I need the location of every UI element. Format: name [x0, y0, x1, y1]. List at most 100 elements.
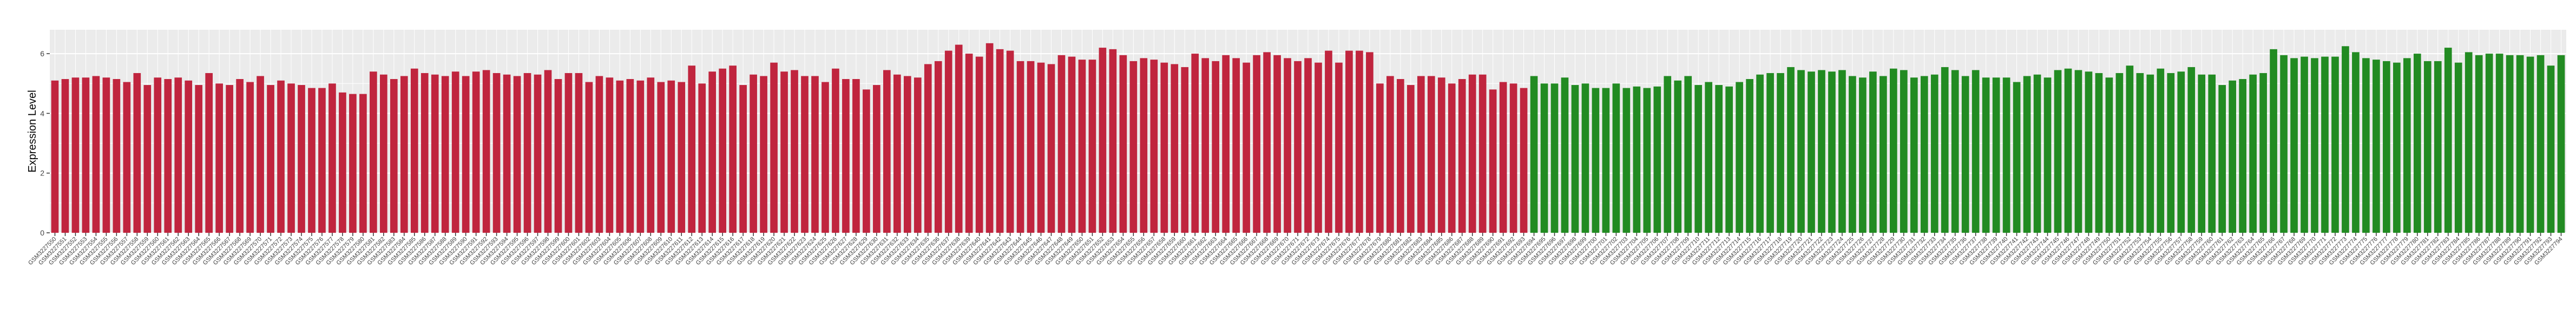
bar	[1396, 78, 1404, 233]
bar	[1119, 55, 1127, 233]
bar	[503, 74, 511, 233]
bar	[606, 77, 614, 233]
bar	[2526, 56, 2534, 233]
bar	[51, 80, 59, 233]
bar	[667, 80, 675, 233]
bar	[2043, 77, 2052, 233]
bar	[811, 76, 819, 233]
bar	[708, 71, 717, 233]
bar	[1140, 58, 1148, 233]
bar	[472, 71, 480, 233]
bar	[647, 77, 655, 233]
bar	[2536, 55, 2545, 233]
bar	[2321, 56, 2329, 233]
bar	[575, 73, 583, 233]
bar	[1972, 70, 1980, 233]
bar	[770, 62, 778, 233]
bar	[1006, 50, 1014, 233]
bar	[71, 77, 80, 233]
bar	[174, 77, 182, 233]
bar	[1612, 83, 1620, 233]
bar	[215, 83, 223, 233]
bar	[636, 80, 645, 233]
bar	[1869, 71, 1877, 233]
bar	[1705, 82, 1713, 233]
bar	[1674, 80, 1682, 233]
bar	[205, 73, 213, 233]
bar	[2085, 71, 2093, 233]
bar	[1643, 88, 1651, 233]
bar	[1407, 85, 1415, 233]
bar	[1222, 55, 1230, 233]
bar	[1530, 76, 1538, 233]
bar	[1499, 82, 1507, 233]
y-axis-title: Expression Level	[27, 90, 38, 172]
bar	[1150, 60, 1158, 233]
bar	[1633, 86, 1641, 233]
bar	[339, 92, 346, 233]
bar	[1859, 77, 1867, 233]
bar	[1797, 70, 1805, 233]
bar	[287, 83, 295, 233]
bar	[2403, 58, 2411, 233]
bar	[1694, 85, 1703, 233]
bar	[308, 88, 316, 233]
bar	[2280, 55, 2288, 233]
bar	[298, 85, 305, 233]
bar	[2136, 73, 2144, 233]
bar	[400, 76, 408, 233]
bar	[1756, 74, 1764, 233]
bar	[842, 78, 850, 233]
bar	[1818, 70, 1825, 233]
y-tick-label: 2	[40, 169, 44, 178]
y-axis-ticks: 0 2 4 6	[40, 49, 50, 237]
bar	[2002, 77, 2010, 233]
bar	[893, 74, 901, 233]
bar	[1181, 67, 1189, 233]
bar	[143, 85, 152, 233]
bar	[1808, 71, 1815, 233]
bar	[492, 73, 501, 233]
bar	[2074, 70, 2082, 233]
bar	[2157, 68, 2165, 233]
bar	[852, 78, 860, 233]
bar	[688, 66, 696, 233]
bar	[1191, 54, 1199, 233]
bar	[277, 80, 285, 233]
bar	[616, 80, 624, 233]
bar	[1766, 73, 1774, 233]
bar	[1345, 50, 1353, 233]
bar	[1930, 74, 1938, 233]
bar	[2413, 54, 2421, 233]
bar	[2064, 68, 2072, 233]
bar	[431, 74, 439, 233]
bar	[1315, 62, 1322, 233]
bar	[2167, 73, 2175, 233]
bar	[2177, 71, 2185, 233]
bar	[2095, 73, 2103, 233]
bar	[1201, 58, 1210, 233]
bar	[1653, 86, 1661, 233]
bar	[2218, 85, 2226, 233]
bar	[462, 76, 470, 233]
bar	[92, 76, 100, 233]
bar	[2105, 77, 2113, 233]
bar	[2373, 60, 2380, 233]
bar	[1356, 50, 1363, 233]
bar	[924, 64, 932, 233]
bar	[1078, 60, 1086, 233]
bar	[2033, 74, 2041, 233]
bar	[1129, 61, 1138, 233]
bar	[1243, 62, 1250, 233]
bar	[2146, 74, 2154, 233]
bar	[780, 71, 788, 233]
bar	[1417, 76, 1425, 233]
bar	[2362, 58, 2370, 233]
bar	[2115, 73, 2124, 233]
bar	[82, 77, 90, 233]
bar	[564, 73, 573, 233]
bar	[1592, 88, 1600, 233]
bar	[1982, 77, 1990, 233]
bar	[2475, 55, 2483, 233]
bar	[1910, 77, 1918, 233]
